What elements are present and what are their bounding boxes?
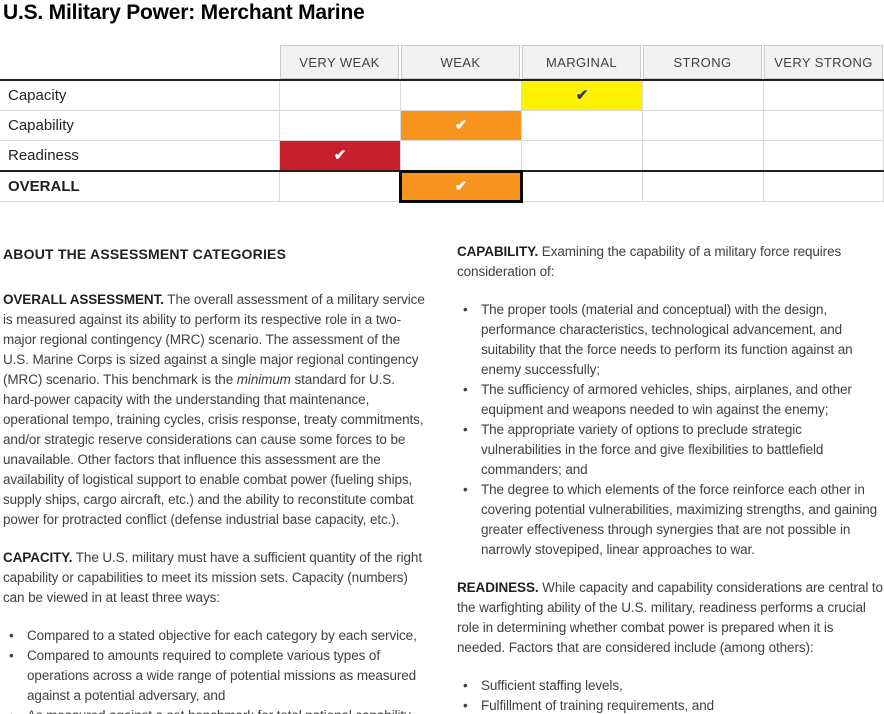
column-header-marginal: MARGINAL [522, 45, 641, 79]
about-left-column: ABOUT THE ASSESSMENT CATEGORIES OVERALL … [3, 242, 429, 714]
matrix-cell [279, 111, 400, 140]
capability-paragraph: CAPABILITY. Examining the capability of … [457, 242, 883, 282]
matrix-row-capacity: Capacity ✔ [0, 81, 884, 111]
list-item: The appropriate variety of options to pr… [457, 420, 883, 480]
row-label-overall: OVERALL [0, 172, 279, 201]
about-heading: ABOUT THE ASSESSMENT CATEGORIES [3, 246, 287, 262]
matrix-cell [521, 141, 642, 170]
matrix-cell: ✔ [521, 81, 642, 110]
matrix-cell: ✔ [279, 141, 400, 170]
capacity-text: The U.S. military must have a sufficient… [3, 550, 422, 605]
matrix-cell [642, 81, 763, 110]
capability-lead: CAPABILITY. [457, 244, 539, 259]
overall-assessment-lead: OVERALL ASSESSMENT. [3, 292, 164, 307]
rating-mark: ✔ [522, 81, 642, 110]
capacity-lead: CAPACITY. [3, 550, 73, 565]
matrix-row-capability: Capability ✔ [0, 111, 884, 141]
check-icon: ✔ [333, 147, 347, 164]
readiness-text: While capacity and capability considerat… [457, 580, 883, 655]
list-item: As measured against a set benchmark for … [3, 706, 429, 714]
matrix-cell [642, 141, 763, 170]
column-header-very-weak: VERY WEAK [280, 45, 399, 79]
header-divider-line [0, 79, 884, 81]
matrix-row-readiness: Readiness ✔ [0, 141, 884, 170]
matrix-header-spacer [0, 45, 279, 79]
readiness-lead: READINESS. [457, 580, 539, 595]
column-header-very-strong: VERY STRONG [764, 45, 883, 79]
matrix-cell [400, 81, 521, 110]
rating-mark: ✔ [280, 141, 400, 170]
matrix-cell [279, 172, 400, 201]
matrix-cell [642, 111, 763, 140]
row-label-capacity: Capacity [0, 81, 279, 110]
overall-assessment-paragraph: OVERALL ASSESSMENT. The overall assessme… [3, 290, 429, 530]
matrix-cell: ✔ [400, 111, 521, 140]
check-icon: ✔ [575, 87, 589, 104]
list-item: Fulfillment of training requirements, an… [457, 696, 883, 714]
overall-assessment-text: The overall assessment of a military ser… [3, 292, 425, 387]
check-icon: ✔ [454, 178, 468, 195]
matrix-cell [763, 172, 884, 201]
about-columns: ABOUT THE ASSESSMENT CATEGORIES OVERALL … [3, 242, 884, 714]
matrix-row-overall: OVERALL ✔ [0, 170, 884, 203]
check-icon: ✔ [454, 117, 468, 134]
column-header-weak: WEAK [401, 45, 520, 79]
matrix-cell [521, 111, 642, 140]
rating-mark: ✔ [399, 170, 523, 203]
matrix-cell [763, 81, 884, 110]
capacity-bullet-list: Compared to a stated objective for each … [3, 626, 429, 714]
overall-assessment-text-cont: standard for U.S. hard-power capacity wi… [3, 372, 424, 527]
list-item: The degree to which elements of the forc… [457, 480, 883, 560]
readiness-bullet-list: Sufficient staffing levels, Fulfillment … [457, 676, 883, 714]
row-label-capability: Capability [0, 111, 279, 140]
matrix-cell [521, 172, 642, 201]
list-item: The proper tools (material and conceptua… [457, 300, 883, 380]
matrix-cell [642, 172, 763, 201]
capability-bullet-list: The proper tools (material and conceptua… [457, 300, 883, 560]
column-header-strong: STRONG [643, 45, 762, 79]
row-label-readiness: Readiness [0, 141, 279, 170]
rating-mark: ✔ [401, 111, 521, 140]
matrix-header-row: VERY WEAK WEAK MARGINAL STRONG VERY STRO… [0, 45, 884, 79]
list-item: Compared to a stated objective for each … [3, 626, 429, 646]
matrix-cell [763, 111, 884, 140]
assessment-matrix: VERY WEAK WEAK MARGINAL STRONG VERY STRO… [0, 45, 884, 203]
list-item: Sufficient staffing levels, [457, 676, 883, 696]
matrix-cell: ✔ [399, 170, 523, 203]
matrix-cell [763, 141, 884, 170]
list-item: The sufficiency of armored vehicles, shi… [457, 380, 883, 420]
page-title: U.S. Military Power: Merchant Marine [3, 1, 365, 24]
capability-text: Examining the capability of a military f… [457, 244, 842, 279]
readiness-paragraph: READINESS. While capacity and capability… [457, 578, 883, 658]
overall-assessment-italic: minimum [236, 372, 291, 387]
list-item: Compared to amounts required to complete… [3, 646, 429, 706]
matrix-cell [279, 81, 400, 110]
matrix-cell [400, 141, 521, 170]
about-right-column: CAPABILITY. Examining the capability of … [457, 242, 883, 714]
capacity-paragraph: CAPACITY. The U.S. military must have a … [3, 548, 429, 608]
